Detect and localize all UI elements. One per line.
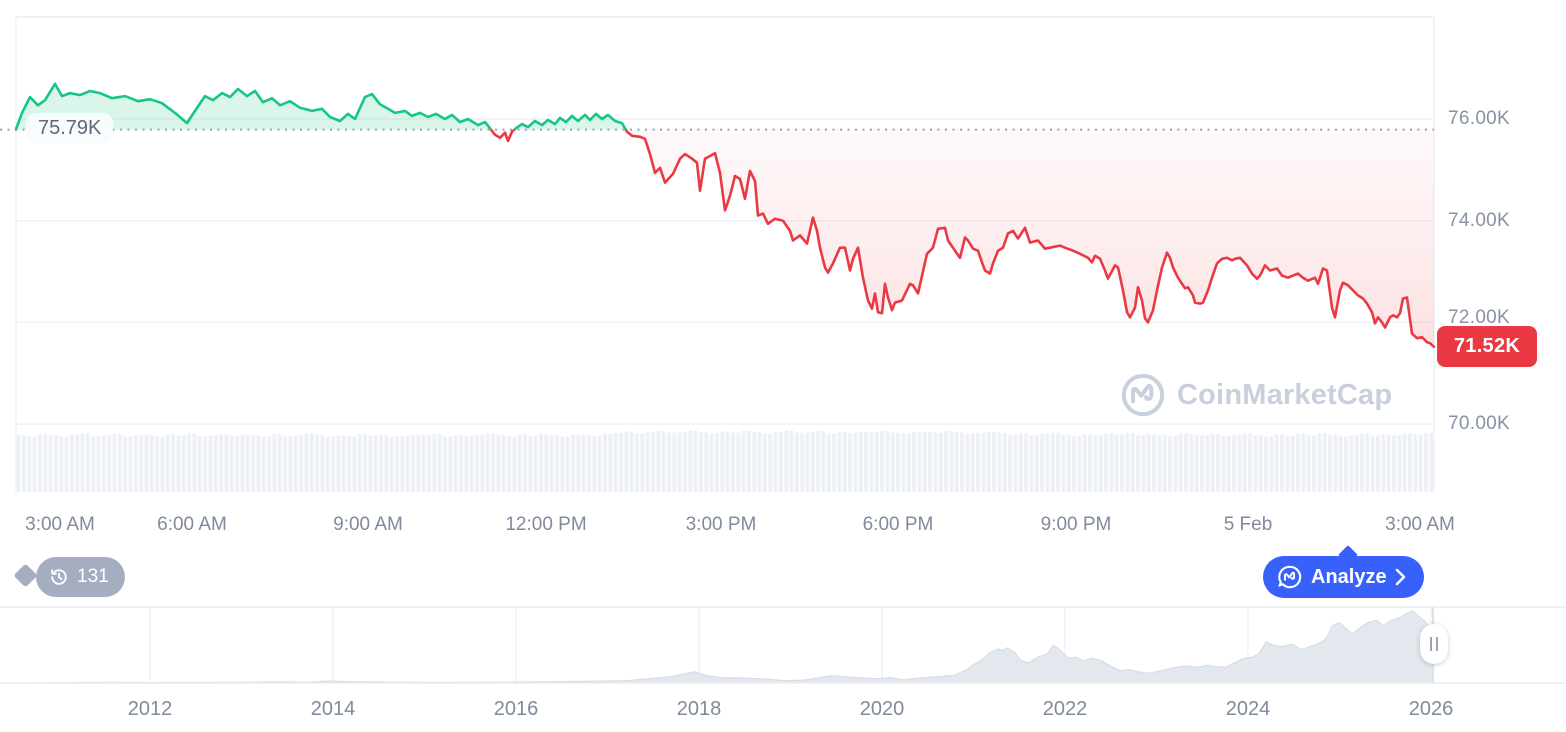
history-count: 131 (77, 566, 109, 587)
navigator-handle[interactable] (1420, 624, 1448, 664)
last-price-badge: 71.52K (1437, 326, 1537, 367)
year-axis-label: 2024 (1225, 698, 1271, 720)
year-axis-label: 2022 (1042, 698, 1088, 720)
last-price-value: 71.52K (1453, 335, 1521, 357)
range-navigator[interactable] (0, 598, 1566, 694)
time-axis-label: 3:00 PM (685, 514, 757, 535)
history-count-badge[interactable]: 131 (36, 557, 125, 597)
price-axis-label: 76.00K (1448, 108, 1511, 129)
price-axis-label: 72.00K (1448, 307, 1511, 329)
coinmarketcap-logo-icon (1120, 372, 1166, 418)
previous-close-value: 75.79K (38, 117, 102, 139)
time-axis-label: 3:00 AM (25, 514, 95, 535)
year-axis-label: 2016 (493, 698, 539, 720)
price-axis-label: 70.00K (1448, 413, 1511, 435)
year-axis-label: 2026 (1408, 698, 1454, 720)
year-axis-label: 2014 (310, 698, 356, 720)
history-badge-tail (13, 563, 38, 588)
year-axis-label: 2020 (859, 698, 905, 720)
analyze-label: Analyze (1311, 565, 1387, 588)
chevron-right-icon (1395, 568, 1406, 586)
time-axis-label: 12:00 PM (505, 514, 587, 535)
price-chart-canvas[interactable] (0, 0, 1566, 500)
previous-close-label: 75.79K (26, 113, 114, 144)
price-axis-label: 74.00K (1448, 209, 1511, 231)
time-axis-label: 6:00 PM (862, 514, 934, 535)
coinmarketcap-watermark: CoinMarketCap (1120, 372, 1392, 418)
year-axis-label: 2012 (127, 698, 173, 720)
time-axis-label: 6:00 AM (157, 514, 227, 535)
time-axis-label: 3:00 AM (1385, 514, 1455, 535)
analyze-button[interactable]: Analyze (1263, 556, 1424, 598)
year-axis-label: 2018 (676, 698, 722, 720)
time-axis-label: 9:00 AM (333, 514, 403, 535)
clock-history-icon (48, 566, 70, 588)
time-axis-label: 9:00 PM (1040, 514, 1112, 535)
watermark-text: CoinMarketCap (1177, 378, 1393, 411)
coinmarketcap-chat-icon (1277, 564, 1303, 590)
time-axis-label: 5 Feb (1223, 514, 1273, 535)
